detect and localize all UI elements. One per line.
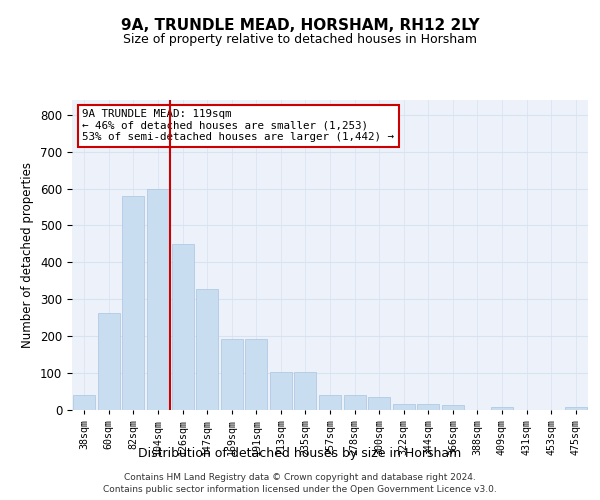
Y-axis label: Number of detached properties: Number of detached properties [22,162,34,348]
Bar [344,394,365,410]
Text: Distribution of detached houses by size in Horsham: Distribution of detached houses by size … [139,448,461,460]
Bar [98,314,120,410]
Bar [73,394,95,410]
Bar [122,196,145,410]
Text: Contains HM Land Registry data © Crown copyright and database right 2024.: Contains HM Land Registry data © Crown c… [124,472,476,482]
Text: Size of property relative to detached houses in Horsham: Size of property relative to detached ho… [123,32,477,46]
Bar [565,407,587,410]
Bar [221,339,243,410]
Bar [172,244,194,410]
Bar [319,394,341,410]
Bar [245,339,268,410]
Bar [442,405,464,410]
Bar [196,289,218,410]
Text: Contains public sector information licensed under the Open Government Licence v3: Contains public sector information licen… [103,485,497,494]
Text: 9A TRUNDLE MEAD: 119sqm
← 46% of detached houses are smaller (1,253)
53% of semi: 9A TRUNDLE MEAD: 119sqm ← 46% of detache… [82,110,394,142]
Bar [295,372,316,410]
Bar [270,372,292,410]
Text: 9A, TRUNDLE MEAD, HORSHAM, RH12 2LY: 9A, TRUNDLE MEAD, HORSHAM, RH12 2LY [121,18,479,32]
Bar [368,397,390,410]
Bar [147,188,169,410]
Bar [417,404,439,410]
Bar [392,404,415,410]
Bar [491,407,513,410]
